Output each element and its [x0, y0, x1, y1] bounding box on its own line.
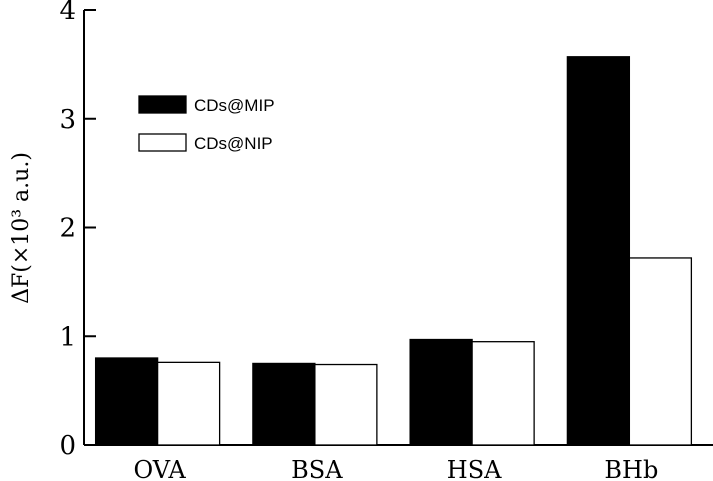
x-ticks: OVA BSA HSA BHb [133, 433, 658, 481]
legend: CDs@MIP CDs@NIP [138, 95, 275, 153]
y-tick-label: 2 [59, 214, 76, 244]
y-axis-label: ΔF(×10³ a.u.) [9, 152, 34, 304]
bar-cds-mip-hsa [409, 338, 473, 446]
y-tick-label: 3 [59, 105, 76, 135]
y-tick-label: 0 [59, 431, 76, 461]
x-tick-label-hsa: HSA [447, 456, 502, 481]
y-ticks: 0 1 2 3 4 [59, 0, 96, 461]
bar-cds-nip-ova [156, 361, 221, 446]
bar-cds-mip-ova [94, 357, 159, 446]
x-tick-label-ova: OVA [133, 456, 186, 481]
bar-cds-nip-bsa [314, 363, 378, 446]
legend-label-cds-mip: CDs@MIP [194, 96, 275, 115]
x-tick-label-bhb: BHb [604, 456, 658, 481]
y-tick-label: 4 [59, 0, 76, 26]
legend-swatch-cds-mip [138, 95, 187, 114]
x-tick-label-bsa: BSA [291, 456, 343, 481]
bar-cds-nip-hsa [471, 341, 535, 446]
bar-cds-mip-bsa [252, 362, 316, 446]
bar-cds-nip-bhb [628, 257, 693, 446]
bar-cds-mip-bhb [566, 56, 631, 446]
y-tick-label: 1 [59, 322, 76, 352]
legend-swatch-cds-nip [138, 133, 187, 152]
legend-label-cds-nip: CDs@NIP [194, 134, 273, 153]
bars [94, 56, 693, 446]
